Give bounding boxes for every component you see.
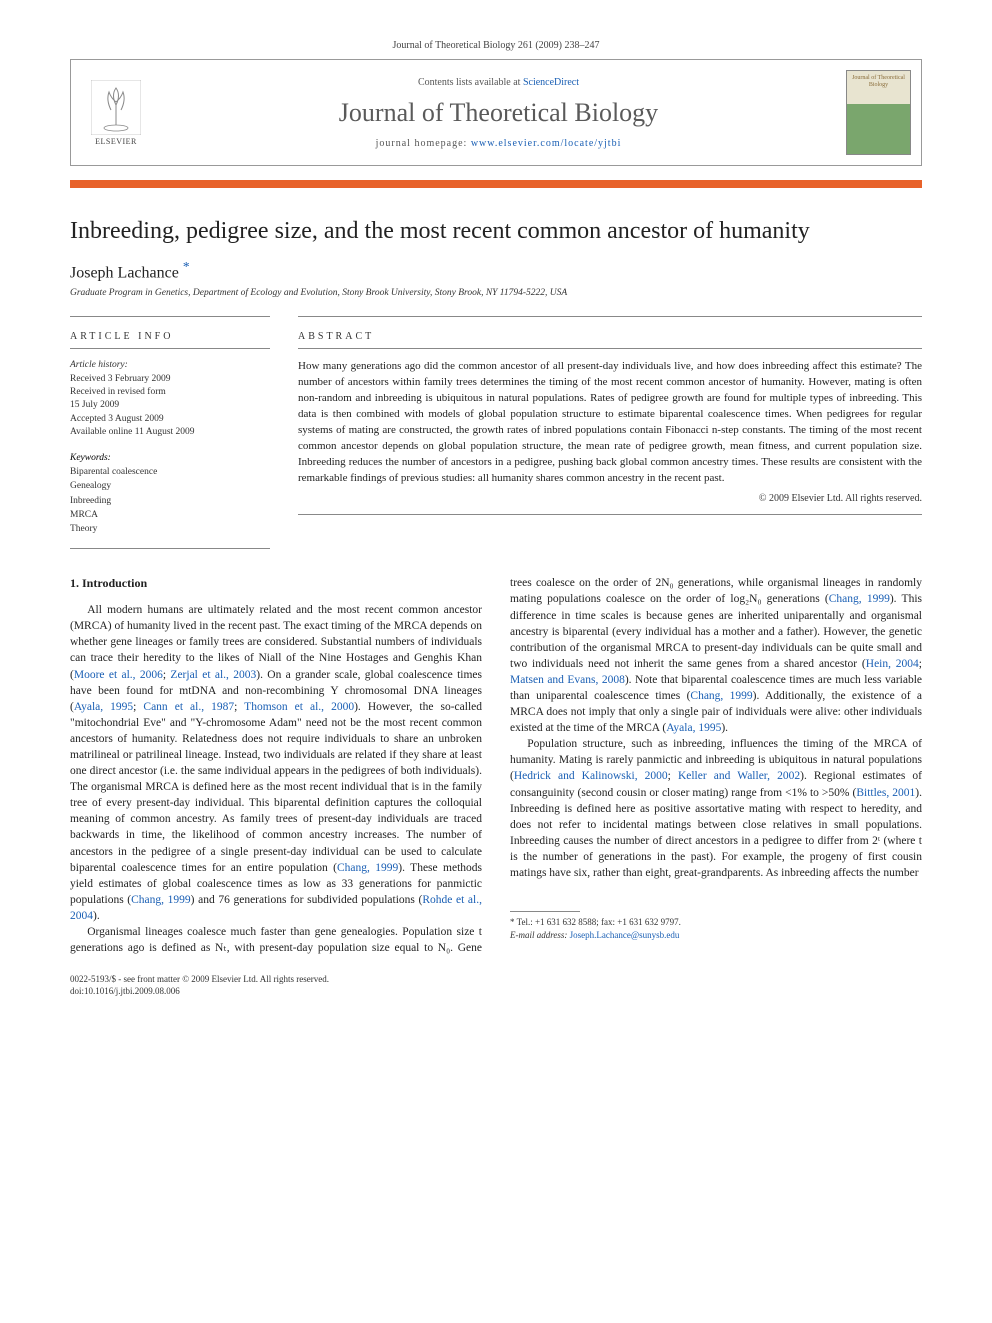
issn-copyright-line: 0022-5193/$ - see front matter © 2009 El… — [70, 974, 329, 986]
author-affiliation: Graduate Program in Genetics, Department… — [70, 288, 922, 298]
citation-link[interactable]: Hedrick and Kalinowski, 2000 — [514, 770, 668, 782]
homepage-link[interactable]: www.elsevier.com/locate/yjtbi — [471, 138, 622, 149]
keyword: Genealogy — [70, 481, 111, 491]
online-date: Available online 11 August 2009 — [70, 427, 195, 437]
keyword: MRCA — [70, 510, 98, 520]
section-heading: 1. Introduction — [70, 575, 482, 592]
article-history-block: Article history: Received 3 February 200… — [70, 359, 270, 439]
info-bottom-rule — [70, 548, 270, 549]
citation-link[interactable]: Ayala, 1995 — [666, 722, 721, 734]
article-title: Inbreeding, pedigree size, and the most … — [70, 218, 922, 245]
body-text-run: ). However, the so-called "mitochondrial… — [70, 701, 482, 874]
body-text-run: ; — [919, 658, 922, 670]
keyword: Inbreeding — [70, 496, 111, 506]
info-abstract-container: ARTICLE INFO Article history: Received 3… — [70, 316, 922, 549]
citation-link[interactable]: Matsen and Evans, 2008 — [510, 674, 625, 686]
citation-link[interactable]: Chang, 1999 — [690, 690, 752, 702]
email-label: E-mail address: — [510, 930, 570, 940]
section-title: Introduction — [82, 576, 147, 590]
revised-date-l1: Received in revised form — [70, 387, 166, 397]
citation-link[interactable]: Ayala, 1995 — [74, 701, 133, 713]
keywords-list: Biparental coalescence Genealogy Inbreed… — [70, 465, 270, 536]
contents-available-line: Contents lists available at ScienceDirec… — [161, 77, 836, 88]
elsevier-tree-icon — [91, 80, 141, 135]
sciencedirect-link[interactable]: ScienceDirect — [523, 77, 579, 88]
citation-link[interactable]: Zerjal et al., 2003 — [170, 669, 256, 681]
corresponding-author-marker[interactable]: * — [183, 259, 190, 274]
doi-block: 0022-5193/$ - see front matter © 2009 El… — [70, 974, 329, 997]
elsevier-logo: ELSEVIER — [81, 73, 151, 153]
body-text-run: ; — [133, 701, 143, 713]
citation-link[interactable]: Thomson et al., 2000 — [244, 701, 354, 713]
publisher-name: ELSEVIER — [95, 137, 137, 146]
citation-link[interactable]: Keller and Waller, 2002 — [678, 770, 800, 782]
revised-date-l2: 15 July 2009 — [70, 400, 119, 410]
journal-banner: ELSEVIER Contents lists available at Sci… — [70, 59, 922, 166]
body-text-run: ). Inbreeding is defined here as positiv… — [510, 787, 922, 879]
article-info-column: ARTICLE INFO Article history: Received 3… — [70, 316, 270, 549]
keywords-label: Keywords: — [70, 453, 270, 463]
email-link[interactable]: Joseph.Lachance@sunysb.edu — [570, 930, 680, 940]
paragraph-3: Population structure, such as inbreeding… — [510, 736, 922, 881]
abstract-copyright: © 2009 Elsevier Ltd. All rights reserved… — [298, 493, 922, 504]
corresponding-email-line: E-mail address: Joseph.Lachance@sunysb.e… — [510, 929, 922, 942]
accepted-date: Accepted 3 August 2009 — [70, 414, 164, 424]
citation-link[interactable]: Hein, 2004 — [866, 658, 919, 670]
banner-center: Contents lists available at ScienceDirec… — [151, 77, 846, 149]
doi-line: doi:10.1016/j.jtbi.2009.08.006 — [70, 986, 329, 998]
paragraph-1: All modern humans are ultimately related… — [70, 602, 482, 924]
homepage-line: journal homepage: www.elsevier.com/locat… — [161, 138, 836, 149]
abstract-bottom-rule — [298, 514, 922, 515]
citation-link[interactable]: Bittles, 2001 — [856, 787, 915, 799]
section-number: 1. — [70, 576, 79, 590]
citation-link[interactable]: Chang, 1999 — [337, 862, 398, 874]
keyword: Theory — [70, 524, 97, 534]
citation-link[interactable]: Moore et al., 2006 — [74, 669, 163, 681]
contents-prefix: Contents lists available at — [418, 77, 523, 88]
citation-link[interactable]: Chang, 1999 — [131, 894, 191, 906]
page-footer: 0022-5193/$ - see front matter © 2009 El… — [70, 974, 922, 997]
footnote-separator — [510, 911, 580, 912]
keyword: Biparental coalescence — [70, 467, 157, 477]
article-info-label: ARTICLE INFO — [70, 331, 270, 349]
abstract-text: How many generations ago did the common … — [298, 359, 922, 487]
abstract-column: ABSTRACT How many generations ago did th… — [298, 316, 922, 549]
received-date: Received 3 February 2009 — [70, 374, 171, 384]
homepage-prefix: journal homepage: — [376, 138, 471, 149]
journal-cover-thumbnail: Journal of Theoretical Biology — [846, 70, 911, 155]
body-text-run: ). — [93, 910, 100, 922]
author-name: Joseph Lachance * — [70, 259, 922, 282]
body-text-run: ; — [668, 770, 678, 782]
cover-title: Journal of Theoretical Biology — [849, 75, 908, 89]
journal-reference: Journal of Theoretical Biology 261 (2009… — [70, 40, 922, 51]
body-text-run: ) and 76 generations for subdivided popu… — [191, 894, 423, 906]
body-text: 1. Introduction All modern humans are ul… — [70, 575, 922, 956]
accent-bar — [70, 180, 922, 188]
history-label: Article history: — [70, 360, 128, 370]
citation-link[interactable]: Cann et al., 1987 — [143, 701, 234, 713]
citation-link[interactable]: Chang, 1999 — [829, 593, 890, 605]
body-text-run: ). — [721, 722, 728, 734]
author-text: Joseph Lachance — [70, 264, 179, 281]
corresponding-tel: * Tel.: +1 631 632 8588; fax: +1 631 632… — [510, 916, 922, 929]
journal-name: Journal of Theoretical Biology — [161, 98, 836, 128]
footnotes: * Tel.: +1 631 632 8588; fax: +1 631 632… — [510, 916, 922, 941]
abstract-label: ABSTRACT — [298, 331, 922, 349]
body-text-run: ; — [234, 701, 244, 713]
